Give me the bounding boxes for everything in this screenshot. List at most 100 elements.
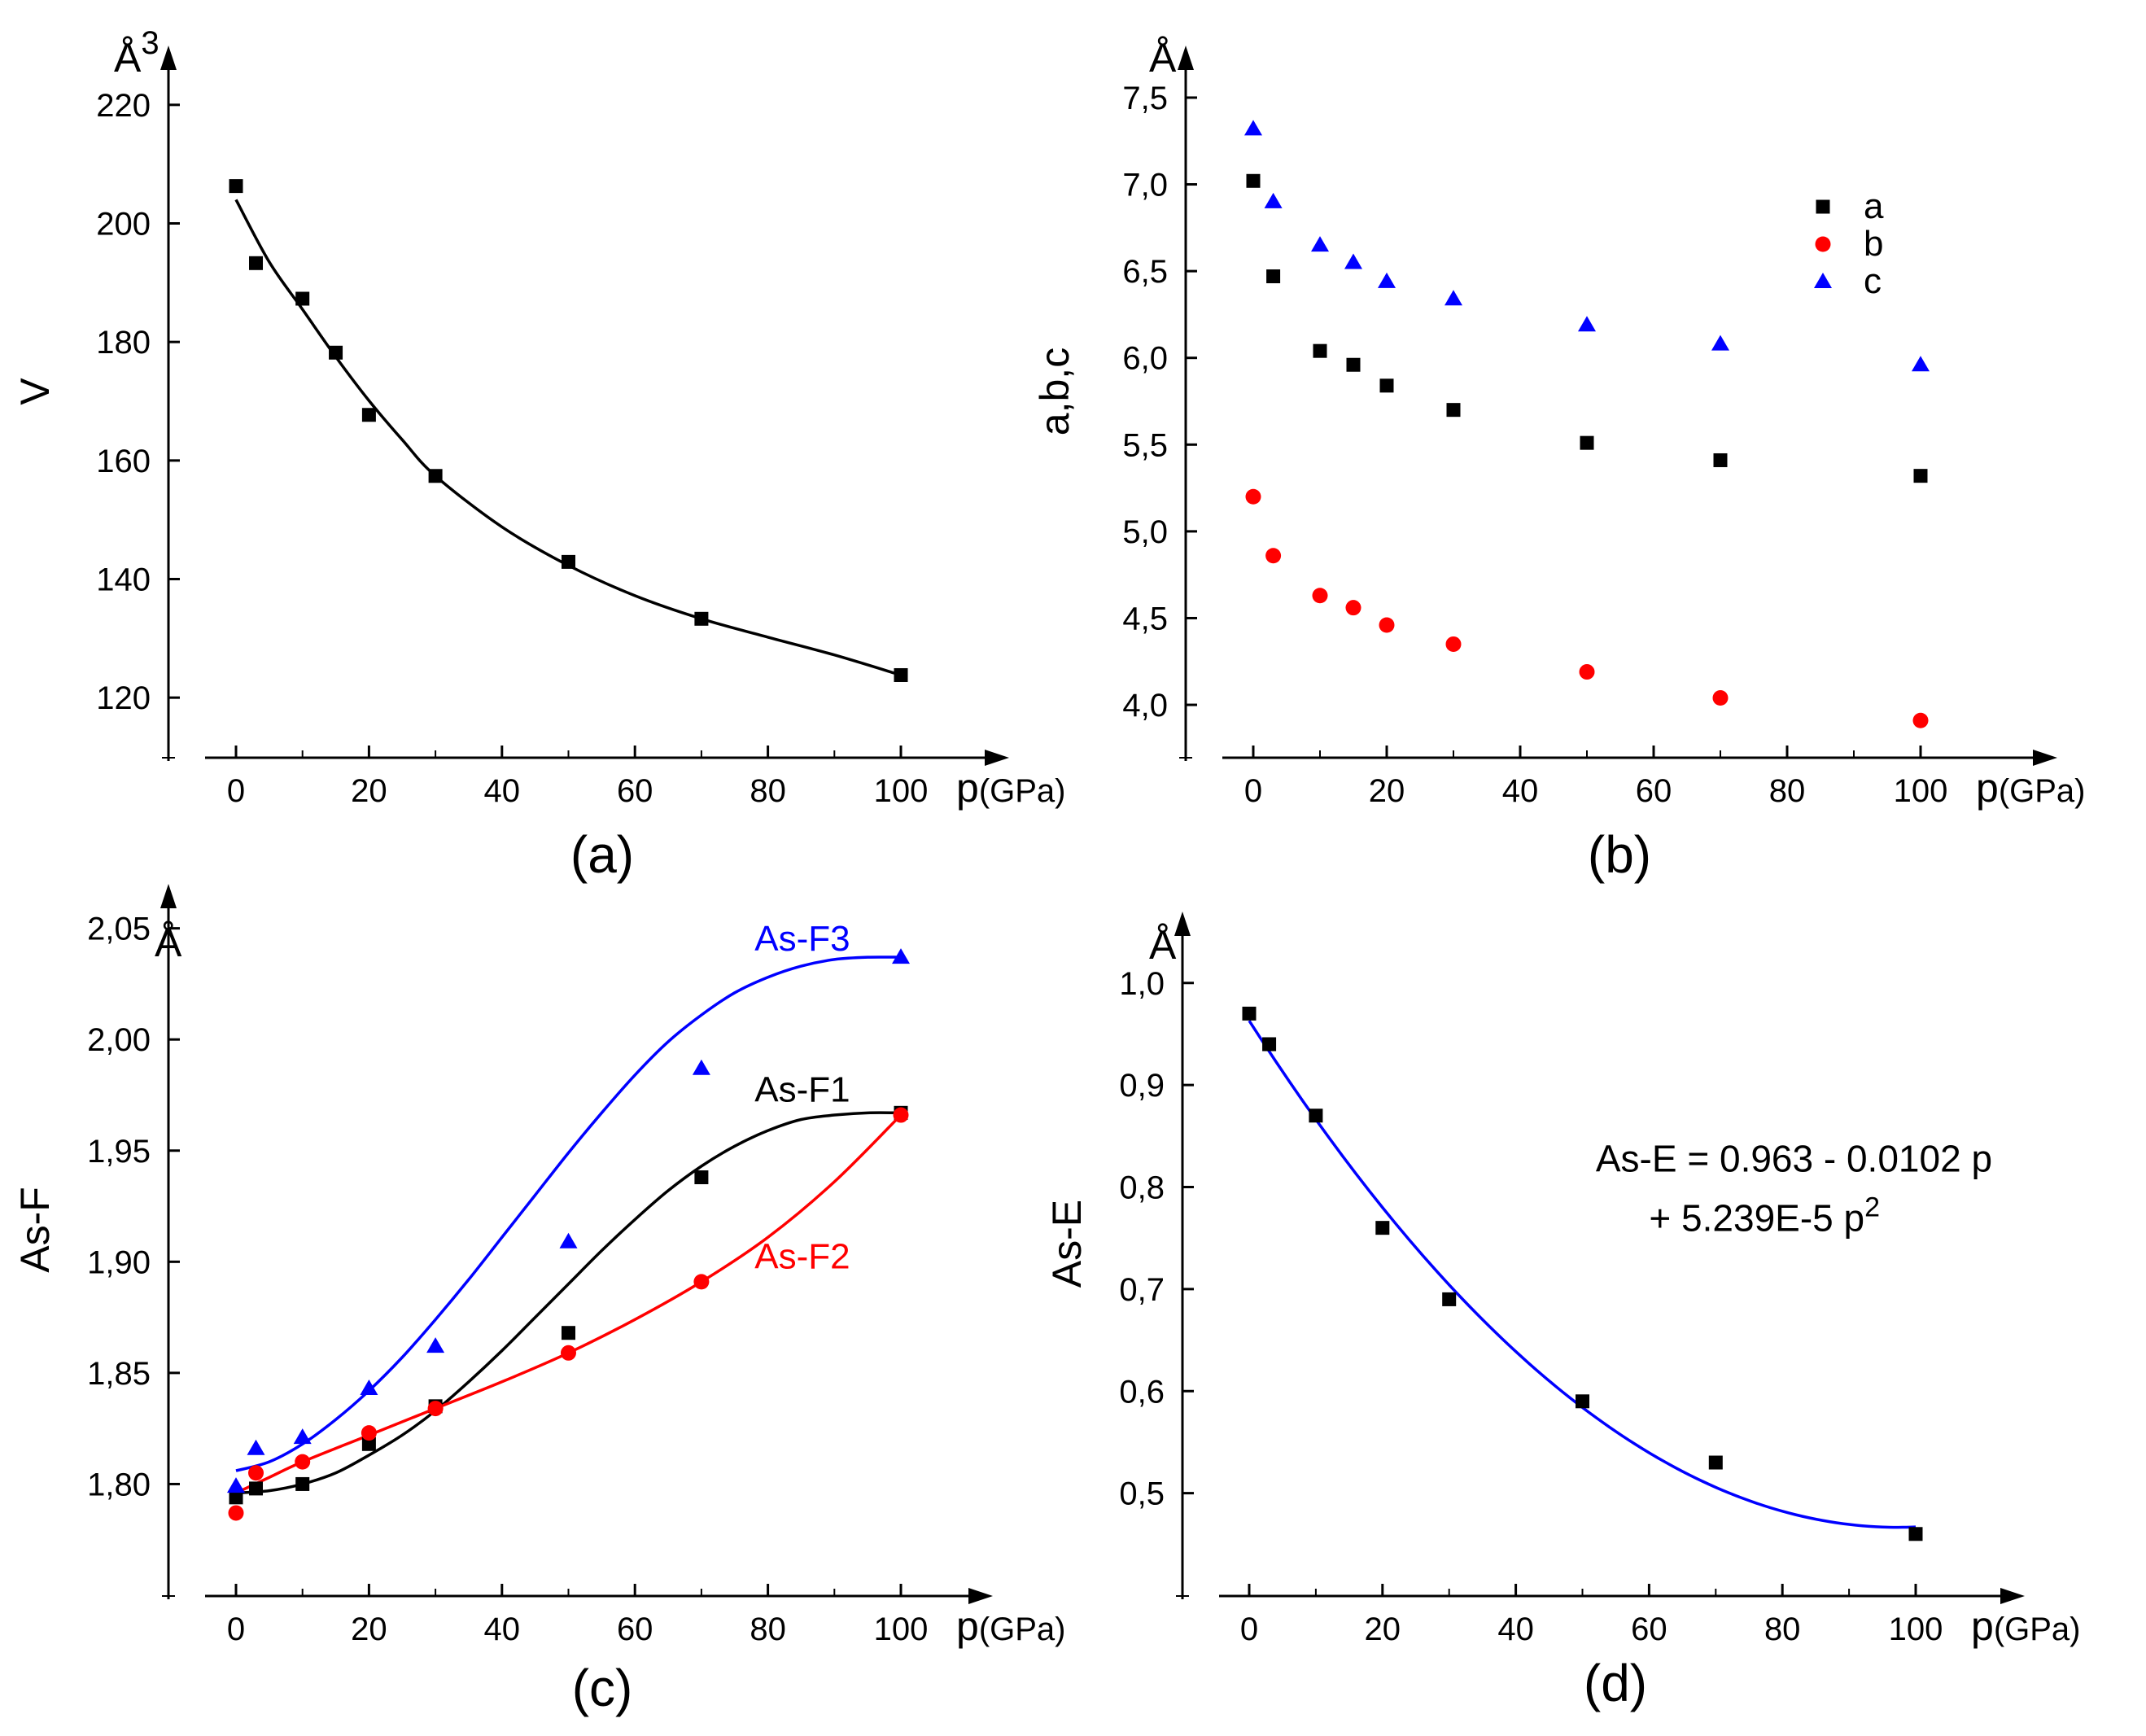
data-point-as-f3 <box>426 1337 445 1353</box>
data-point-v <box>229 179 243 194</box>
data-point-as-e <box>1908 1527 1923 1541</box>
data-point-a <box>1246 173 1261 188</box>
x-axis-label: p(GPa) <box>956 1603 1066 1649</box>
data-point-as-f1 <box>361 1436 376 1451</box>
x-tick-label: 60 <box>617 773 653 809</box>
x-axis-arrow <box>968 1588 993 1604</box>
y-axis-label: As-F <box>12 1187 58 1273</box>
equation-exponent: 2 <box>1864 1192 1880 1222</box>
legend-label-a: a <box>1864 186 1884 226</box>
panel-label: (c) <box>572 1659 633 1717</box>
data-point-a <box>1313 343 1327 358</box>
y-tick-label: 160 <box>96 444 151 479</box>
data-point-as-f2 <box>561 1345 576 1361</box>
legend-marker-a <box>1816 199 1830 214</box>
data-point-as-f1 <box>249 1481 264 1496</box>
y-unit-label: Å3 <box>114 25 160 81</box>
legend-label-c: c <box>1864 261 1882 301</box>
x-axis-arrow <box>985 750 1009 766</box>
data-point-as-f2 <box>427 1401 444 1417</box>
data-point-a <box>1580 435 1594 450</box>
x-axis-arrow <box>2033 750 2057 766</box>
data-point-a <box>1913 469 1928 483</box>
x-axis-unit: (GPa) <box>1999 773 2086 809</box>
data-point-c <box>1344 253 1362 269</box>
y-tick-label: 1,0 <box>1119 966 1165 1002</box>
x-tick-label: 40 <box>1497 1611 1534 1647</box>
y-tick-label: 2,05 <box>87 912 151 947</box>
y-tick-label: 7,0 <box>1122 168 1168 203</box>
y-tick-label: 5,5 <box>1122 427 1168 463</box>
data-point-as-e <box>1442 1292 1457 1306</box>
legend-label-b: b <box>1864 224 1883 264</box>
x-tick-label: 100 <box>874 773 929 809</box>
data-point-as-e <box>1576 1394 1589 1409</box>
data-point-as-f2 <box>361 1425 377 1441</box>
y-tick-label: 1,95 <box>87 1134 151 1170</box>
y-unit-label: Å <box>1149 35 1177 81</box>
data-point-v <box>894 667 908 682</box>
data-point-c <box>1378 272 1396 288</box>
x-tick-label: 40 <box>1502 773 1539 809</box>
x-tick-label: 100 <box>1889 1611 1943 1647</box>
data-point-as-f3 <box>892 948 910 964</box>
x-tick-label: 0 <box>1244 773 1262 809</box>
panel-a: 0 20 40 60 80 100 p(GPa) 120 140 160 180 200 220 V Å3 (… <box>12 25 1066 884</box>
x-tick-label: 80 <box>750 773 786 809</box>
x-tick-label: 60 <box>617 1611 653 1647</box>
data-point-as-f3 <box>559 1232 578 1248</box>
y-axis-label: As-E <box>1044 1200 1090 1288</box>
data-point-as-f3 <box>360 1379 378 1395</box>
series-label-as-f1: As-F1 <box>754 1070 850 1110</box>
x-axis-symbol: p <box>956 765 979 811</box>
y-unit-label: Å <box>155 920 182 965</box>
equation-term: + 5.239E-5 p <box>1649 1196 1864 1239</box>
data-point-a <box>1346 357 1361 372</box>
data-point-b <box>1245 488 1261 505</box>
y-tick-label: 0,8 <box>1119 1170 1165 1206</box>
data-point-b <box>1912 712 1929 728</box>
y-tick-label: 220 <box>96 88 151 124</box>
data-point-v <box>329 345 343 360</box>
x-axis-label: p(GPa) <box>956 765 1066 811</box>
data-point-as-e <box>1262 1037 1277 1052</box>
x-tick-label: 80 <box>1764 1611 1801 1647</box>
x-tick-label: 0 <box>227 773 245 809</box>
y-tick-label: 0,7 <box>1119 1272 1165 1308</box>
data-point-as-f1 <box>562 1326 575 1340</box>
data-point-c <box>1912 356 1930 372</box>
data-point-a <box>1713 453 1728 467</box>
data-point-c <box>1264 192 1283 208</box>
data-point-b <box>1265 548 1282 564</box>
data-point-b <box>1445 636 1462 652</box>
data-point-as-f1 <box>295 1476 310 1491</box>
y-unit-label: Å <box>1149 922 1177 968</box>
data-point-v <box>295 291 310 306</box>
y-tick-label: 4,5 <box>1122 601 1168 636</box>
data-point-as-f1 <box>694 1170 709 1185</box>
y-tick-label: 140 <box>96 562 151 598</box>
x-tick-label: 40 <box>484 773 521 809</box>
x-axis-unit: (GPa) <box>1994 1611 2081 1647</box>
y-tick-label: 0,6 <box>1119 1374 1165 1410</box>
y-tick-label: 0,9 <box>1119 1068 1165 1104</box>
equation-line-2: + 5.239E-5 p2 <box>1649 1192 1880 1239</box>
data-point-b <box>1579 664 1595 680</box>
panel-label: (d) <box>1584 1654 1647 1712</box>
y-axis-arrow <box>160 884 177 908</box>
data-point-as-f2 <box>295 1454 311 1470</box>
x-axis-symbol: p <box>956 1603 979 1649</box>
data-point-as-f3 <box>692 1059 710 1075</box>
x-tick-label: 80 <box>1769 773 1806 809</box>
series-label-as-f2: As-F2 <box>754 1237 850 1277</box>
x-axis-unit: (GPa) <box>979 773 1066 809</box>
data-point-c <box>1578 316 1596 332</box>
data-point-b <box>1379 617 1395 633</box>
x-axis-unit: (GPa) <box>979 1611 1066 1647</box>
x-axis-label: p(GPa) <box>1971 1603 2081 1649</box>
x-axis-arrow <box>2000 1588 2025 1604</box>
legend-marker-b <box>1815 236 1831 252</box>
y-tick-label: 6,0 <box>1122 341 1168 377</box>
y-tick-label: 5,0 <box>1122 514 1168 550</box>
data-point-c <box>1244 120 1262 136</box>
